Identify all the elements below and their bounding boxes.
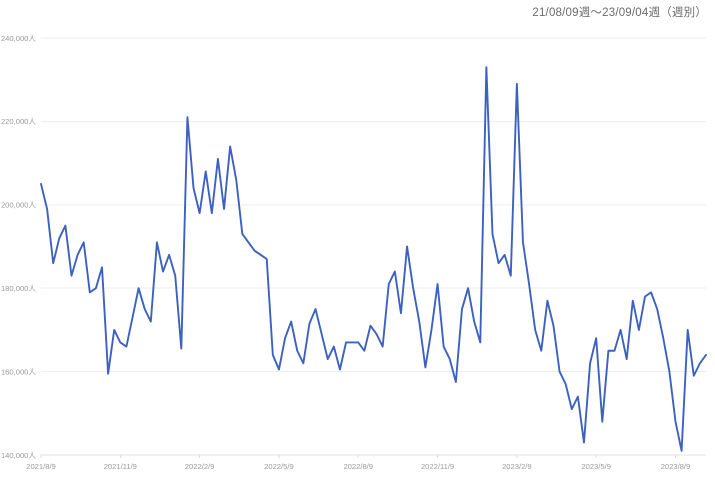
x-axis-tick-label: 2022/5/9: [264, 462, 294, 471]
x-axis-tick-label: 2022/8/9: [343, 462, 373, 471]
chart-title: 21/08/09週〜23/09/04週（週別）: [532, 7, 707, 19]
y-axis-tick-label: 140,000人: [1, 451, 36, 460]
x-axis-tick-labels: 2021/8/9 2021/11/9 2022/2/9 2022/5/9 2022/8/…: [26, 462, 690, 471]
y-axis-tick-label: 220,000人: [1, 117, 36, 126]
data-series-group: [40, 66, 707, 452]
x-axis-tick-label: 2023/5/9: [581, 462, 611, 471]
x-axis-tick-label: 2023/8/9: [661, 462, 691, 471]
series-line-weekly-count: [40, 66, 707, 452]
y-axis-tick-label: 160,000人: [1, 367, 36, 376]
y-axis-tick-label: 240,000人: [1, 34, 36, 43]
x-axis-tick-label: 2023/2/9: [502, 462, 532, 471]
x-axis-tick-label: 2022/11/9: [421, 462, 454, 471]
y-axis-tick-label: 180,000人: [1, 284, 36, 293]
y-axis-tick-labels: 140,000人 160,000人 180,000人 200,000人 220,000人…: [1, 34, 36, 460]
x-axis-tick-label: 2021/11/9: [104, 462, 137, 471]
gridlines-group: [40, 37, 706, 458]
x-axis-tick-label: 2021/8/9: [26, 462, 56, 471]
y-axis-tick-label: 200,000人: [1, 201, 36, 210]
x-axis-tick-label: 2022/2/9: [185, 462, 215, 471]
